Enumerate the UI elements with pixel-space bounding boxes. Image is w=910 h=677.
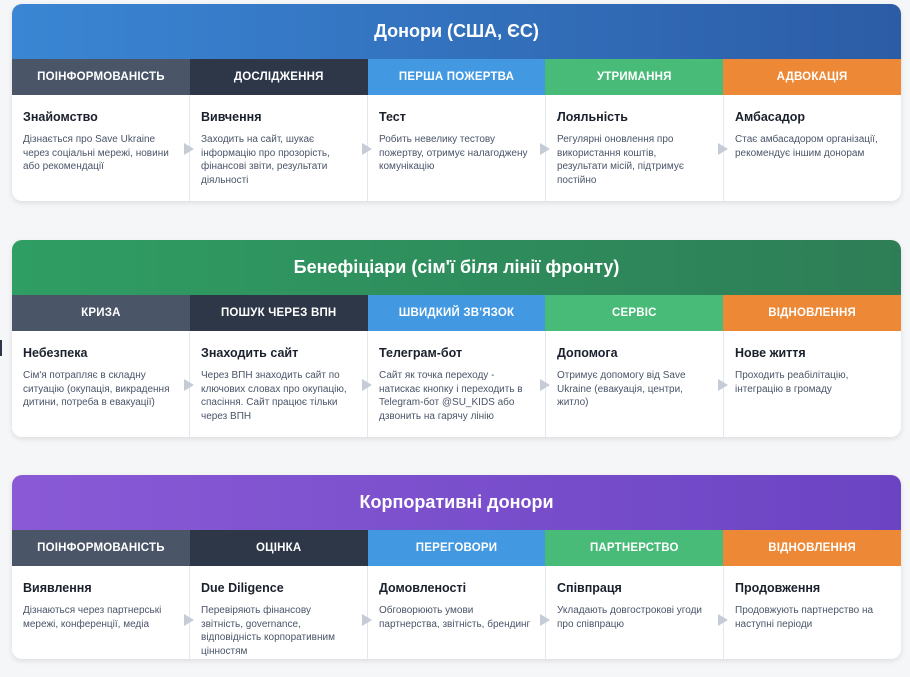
- journey-title: Донори (США, ЄС): [12, 4, 901, 59]
- stage-card: Знаходить сайт Через ВПН знаходить сайт …: [190, 331, 372, 437]
- stage-header: ДОСЛІДЖЕННЯ: [189, 59, 368, 95]
- card-title: Due Diligence: [201, 581, 284, 595]
- card-description: Заходить на сайт, шукає інформацію про п…: [201, 134, 330, 186]
- card-description: Робить невелику тестову пожертву, отриму…: [379, 134, 528, 172]
- arrow-right-icon: [540, 143, 550, 155]
- arrow-right-icon: [540, 379, 550, 391]
- stage-header-row: КРИЗА ПОШУК ЧЕРЕЗ ВПН ШВИДКИЙ ЗВ'ЯЗОК СЕ…: [12, 295, 901, 331]
- stage-cards-row: Знайомство Дізнається про Save Ukraine ч…: [12, 95, 901, 201]
- stage-card: Домовленості Обговорюють умови партнерст…: [368, 566, 550, 659]
- stage-header: ВІДНОВЛЕННЯ: [723, 530, 901, 566]
- stage-card: Due Diligence Перевіряють фінансову звіт…: [190, 566, 372, 659]
- stage-cards-row: Небезпека Сім'я потрапляє в складну ситу…: [12, 331, 901, 437]
- stage-header: УТРИМАННЯ: [545, 59, 724, 95]
- stage-card: Продовження Продовжують партнерство на н…: [724, 566, 901, 659]
- stage-card: Нове життя Проходить реабілітацію, інтег…: [724, 331, 901, 437]
- arrow-right-icon: [718, 379, 728, 391]
- card-description: Стає амбасадором організації, рекомендує…: [735, 134, 878, 159]
- card-title: Амбасадор: [735, 110, 806, 124]
- stage-header: СЕРВІС: [545, 295, 724, 331]
- stage-card: Телеграм-бот Сайт як точка переходу - на…: [368, 331, 550, 437]
- stage-card: Співпраця Укладають довгострокові угоди …: [546, 566, 728, 659]
- card-title: Виявлення: [23, 581, 92, 595]
- card-description: Проходить реабілітацію, інтеграцію в гро…: [735, 370, 849, 395]
- stage-header: ВІДНОВЛЕННЯ: [723, 295, 901, 331]
- stage-card: Небезпека Сім'я потрапляє в складну ситу…: [12, 331, 194, 437]
- stage-header: ПЕРЕГОВОРИ: [367, 530, 546, 566]
- arrow-right-icon: [540, 614, 550, 626]
- card-title: Тест: [379, 110, 406, 124]
- stage-cards-row: Виявлення Дізнаються через партнерські м…: [12, 566, 901, 659]
- arrow-right-icon: [362, 379, 372, 391]
- card-title: Небезпека: [23, 346, 88, 360]
- stage-card: Допомога Отримує допомогу від Save Ukrai…: [546, 331, 728, 437]
- left-edge-marker: [0, 340, 2, 356]
- card-description: Дізнаються через партнерські мережі, кон…: [23, 605, 162, 630]
- journey-corporate-donors: Корпоративні донори ПОІНФОРМОВАНІСТЬ ОЦІ…: [12, 475, 901, 659]
- card-description: Обговорюють умови партнерства, звітність…: [379, 605, 531, 630]
- card-title: Вивчення: [201, 110, 262, 124]
- stage-card: Вивчення Заходить на сайт, шукає інформа…: [190, 95, 372, 201]
- card-title: Домовленості: [379, 581, 467, 595]
- card-title: Співпраця: [557, 581, 622, 595]
- stage-header: ПАРТНЕРСТВО: [545, 530, 724, 566]
- card-title: Знаходить сайт: [201, 346, 299, 360]
- arrow-right-icon: [718, 614, 728, 626]
- stage-card: Лояльність Регулярні оновлення про викор…: [546, 95, 728, 201]
- card-title: Лояльність: [557, 110, 628, 124]
- journey-title: Корпоративні донори: [12, 475, 901, 530]
- card-description: Отримує допомогу від Save Ukraine (еваку…: [557, 370, 686, 408]
- card-title: Нове життя: [735, 346, 806, 360]
- journey-beneficiaries: Бенефіціари (сім'ї біля лінії фронту) КР…: [12, 240, 901, 437]
- arrow-right-icon: [184, 143, 194, 155]
- arrow-right-icon: [362, 143, 372, 155]
- stage-card: Виявлення Дізнаються через партнерські м…: [12, 566, 194, 659]
- stage-header-row: ПОІНФОРМОВАНІСТЬ ДОСЛІДЖЕННЯ ПЕРША ПОЖЕР…: [12, 59, 901, 95]
- stage-card: Тест Робить невелику тестову пожертву, о…: [368, 95, 550, 201]
- stage-header: ОЦІНКА: [189, 530, 368, 566]
- arrow-right-icon: [184, 614, 194, 626]
- card-title: Телеграм-бот: [379, 346, 463, 360]
- card-description: Продовжують партнерство на наступні пері…: [735, 605, 874, 630]
- card-description: Регулярні оновлення про використання кош…: [557, 134, 684, 186]
- stage-header: ПОІНФОРМОВАНІСТЬ: [12, 530, 190, 566]
- stage-card: Амбасадор Стає амбасадором організації, …: [724, 95, 901, 201]
- card-description: Через ВПН знаходить сайт по ключових сло…: [201, 370, 347, 422]
- stage-header: КРИЗА: [12, 295, 190, 331]
- card-description: Дізнається про Save Ukraine через соціал…: [23, 134, 169, 172]
- card-description: Укладають довгострокові угоди про співпр…: [557, 605, 702, 630]
- stage-header: АДВОКАЦІЯ: [723, 59, 901, 95]
- stage-header-row: ПОІНФОРМОВАНІСТЬ ОЦІНКА ПЕРЕГОВОРИ ПАРТН…: [12, 530, 901, 566]
- arrow-right-icon: [718, 143, 728, 155]
- stage-header: ПЕРША ПОЖЕРТВА: [367, 59, 546, 95]
- card-title: Допомога: [557, 346, 618, 360]
- card-description: Сайт як точка переходу - натискає кнопку…: [379, 370, 523, 422]
- journey-title: Бенефіціари (сім'ї біля лінії фронту): [12, 240, 901, 295]
- journey-donors: Донори (США, ЄС) ПОІНФОРМОВАНІСТЬ ДОСЛІД…: [12, 4, 901, 201]
- stage-header: ШВИДКИЙ ЗВ'ЯЗОК: [367, 295, 546, 331]
- arrow-right-icon: [362, 614, 372, 626]
- card-description: Сім'я потрапляє в складну ситуацію (окуп…: [23, 370, 170, 408]
- card-title: Знайомство: [23, 110, 98, 124]
- card-description: Перевіряють фінансову звітність, governa…: [201, 605, 335, 657]
- stage-header: ПОІНФОРМОВАНІСТЬ: [12, 59, 190, 95]
- card-title: Продовження: [735, 581, 821, 595]
- arrow-right-icon: [184, 379, 194, 391]
- stage-header: ПОШУК ЧЕРЕЗ ВПН: [189, 295, 368, 331]
- stage-card: Знайомство Дізнається про Save Ukraine ч…: [12, 95, 194, 201]
